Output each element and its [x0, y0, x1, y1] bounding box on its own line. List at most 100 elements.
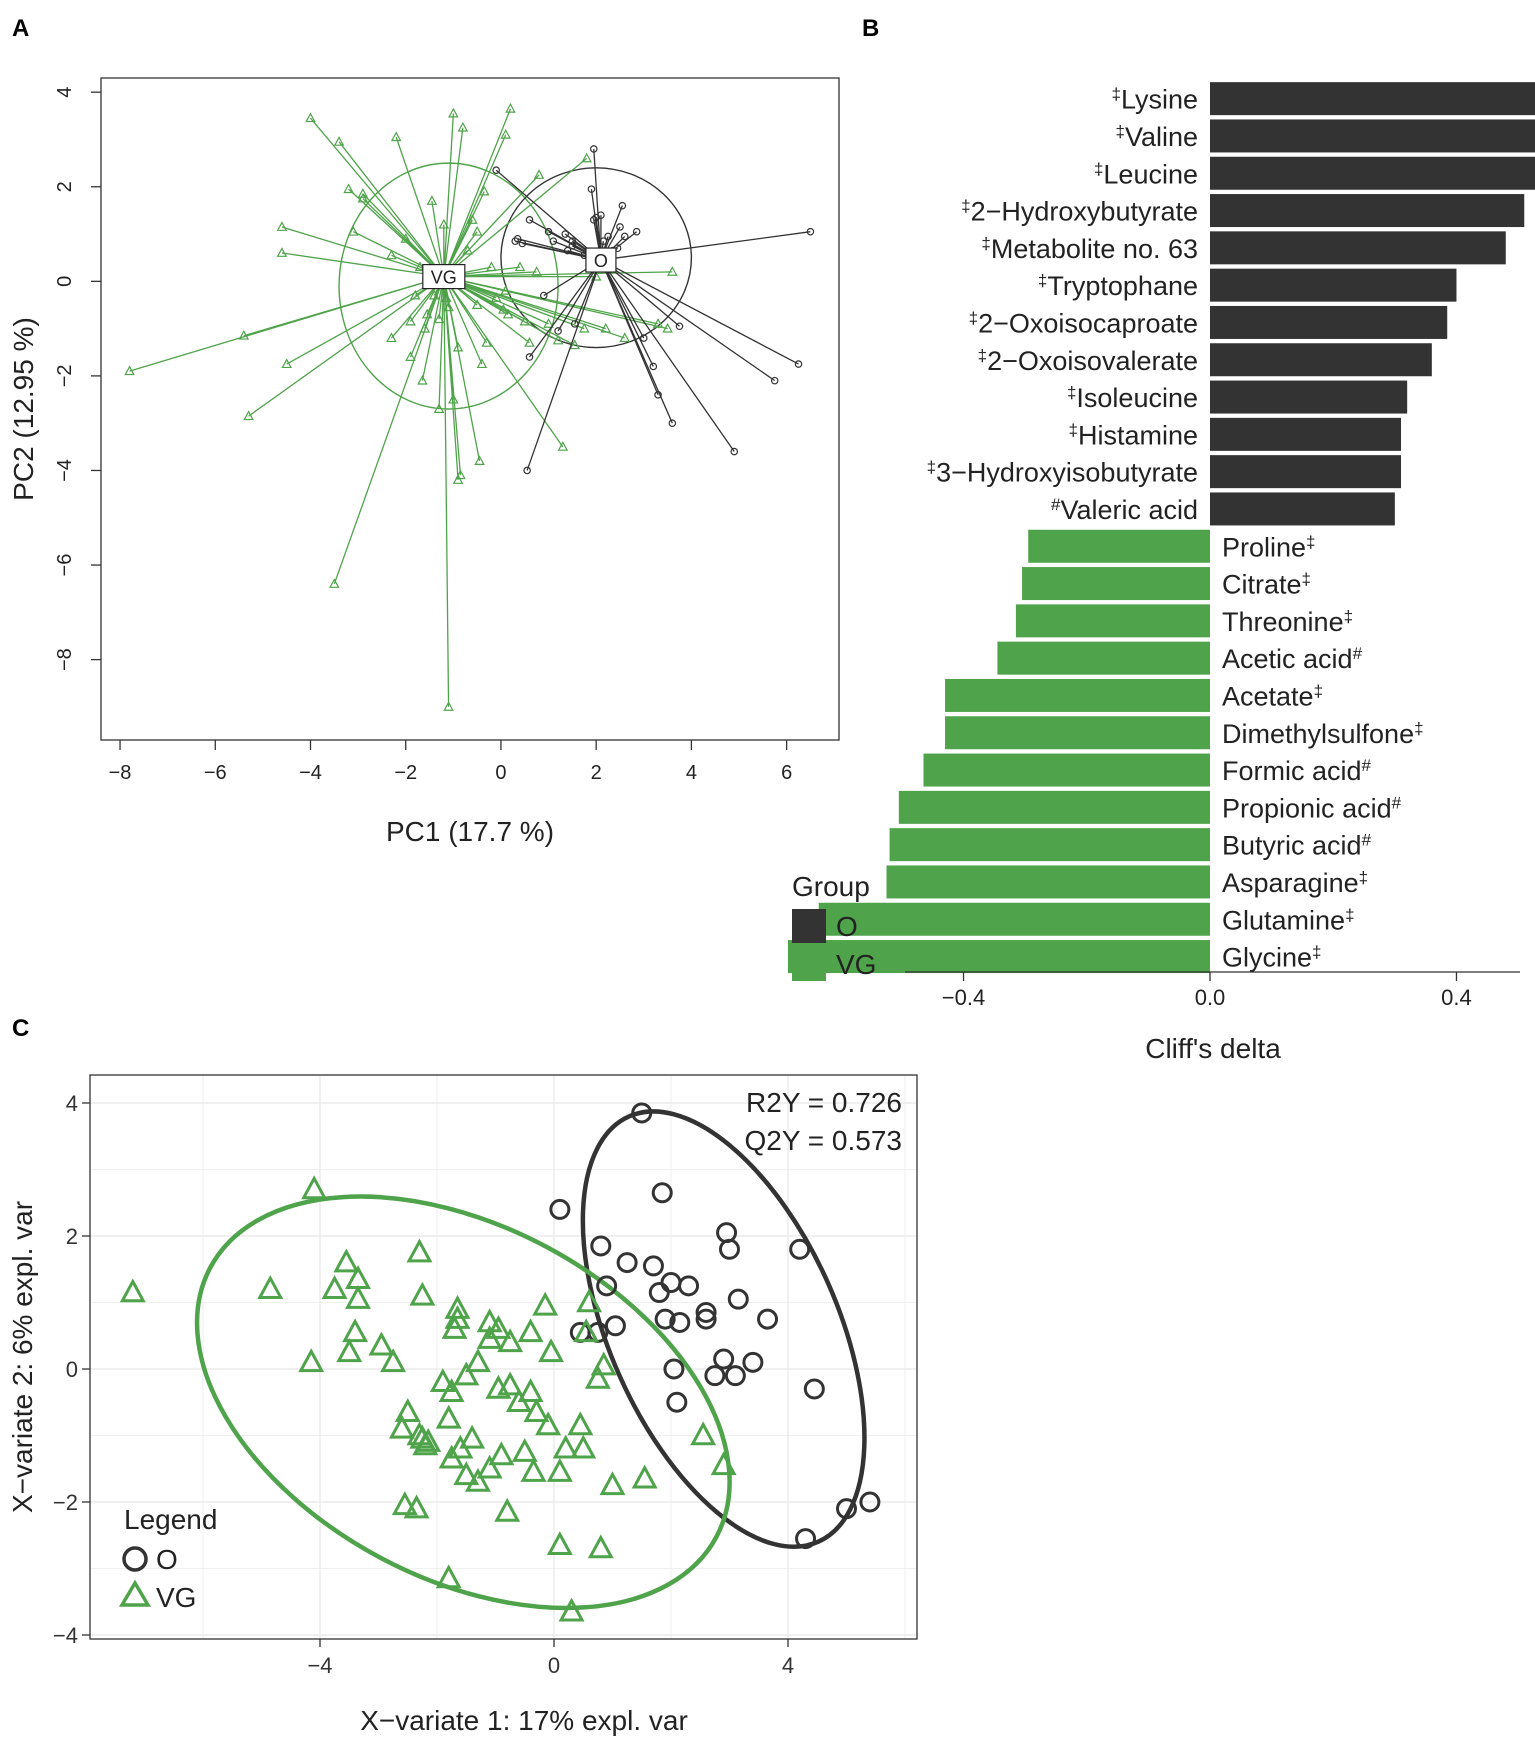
- data-point-o: [654, 1308, 676, 1330]
- significance-mark: ‡: [1068, 420, 1077, 439]
- data-point-vg: [119, 1278, 146, 1303]
- data-point-vg: [471, 225, 483, 236]
- data-point-vg: [488, 1441, 515, 1466]
- data-point-o: [525, 216, 534, 224]
- centroid-box: [585, 247, 617, 273]
- data-point-vg: [505, 1388, 532, 1412]
- data-point-vg: [497, 1328, 524, 1353]
- x-tick-label: −0.4: [942, 985, 985, 1010]
- significance-mark: ‡: [961, 197, 970, 216]
- data-point-vg: [443, 701, 454, 711]
- bar-label: Glutamine‡: [1222, 905, 1355, 935]
- data-point-vg: [409, 289, 421, 300]
- data-point-vg: [386, 249, 397, 260]
- data-point-vg: [438, 1378, 465, 1403]
- spoke-line: [443, 108, 512, 277]
- spoke-line: [443, 113, 454, 277]
- y-tick-label: 4: [54, 87, 76, 98]
- data-point-vg: [406, 1238, 433, 1263]
- data-point-vg: [667, 266, 678, 276]
- data-point-o: [544, 227, 553, 236]
- spoke-line: [600, 259, 799, 365]
- data-point-o: [525, 353, 534, 361]
- data-point-vg: [403, 1494, 430, 1519]
- data-point-o: [618, 201, 627, 210]
- data-point-vg: [409, 1281, 436, 1306]
- data-point-o: [770, 376, 779, 385]
- x-tick-label: 0.0: [1195, 985, 1226, 1010]
- data-point-o: [604, 232, 612, 241]
- bar: [1015, 604, 1210, 638]
- y-tick-label: −2: [54, 364, 76, 387]
- bar: [898, 790, 1210, 824]
- data-points: [124, 102, 815, 711]
- q2y-annotation: Q2Y = 0.573: [745, 1125, 903, 1156]
- data-point-o: [716, 1222, 738, 1244]
- data-point-o: [669, 1311, 691, 1333]
- spoke-line: [338, 141, 445, 277]
- category-label: Formic acid: [1222, 756, 1362, 786]
- data-point-o: [631, 1102, 653, 1124]
- data-point-vg: [462, 244, 473, 255]
- spoke-line: [443, 276, 576, 346]
- category-label: Histamine: [1078, 420, 1198, 450]
- data-point-vg: [429, 1368, 456, 1393]
- spoke-line: [248, 276, 445, 417]
- significance-mark: ‡: [981, 234, 990, 253]
- data-point-vg: [391, 1491, 418, 1516]
- data-point-vg: [474, 455, 485, 465]
- data-point-o: [794, 360, 803, 368]
- data-point-o: [616, 223, 624, 231]
- significance-mark: ‡: [1115, 122, 1124, 141]
- data-point-vg: [435, 1404, 462, 1429]
- centroid-labels: VG O: [422, 247, 617, 290]
- data-point-o: [648, 1282, 670, 1304]
- data-point-vg: [276, 221, 288, 231]
- data-point-vg: [452, 474, 464, 484]
- bar: [1210, 455, 1402, 489]
- data-point-vg: [476, 1324, 503, 1349]
- bar: [1210, 231, 1506, 265]
- data-point-vg: [426, 195, 438, 205]
- axis-ticks: −0.4 0.0 0.4: [942, 972, 1472, 1010]
- data-point-vg: [433, 403, 445, 413]
- y-tick-label: 0: [54, 276, 76, 287]
- spoke-line: [281, 252, 444, 278]
- spoke-line: [431, 200, 445, 277]
- significance-mark: ‡: [1094, 159, 1103, 178]
- x-axis-label: PC1 (17.7 %): [386, 816, 554, 847]
- data-point-o: [730, 447, 739, 456]
- data-point-o: [651, 1182, 673, 1204]
- significance-mark: ‡: [927, 458, 936, 477]
- data-point-o: [742, 1351, 764, 1373]
- data-point-vg: [523, 1398, 550, 1422]
- data-point-vg: [590, 1351, 617, 1376]
- spoke-line: [443, 127, 464, 277]
- category-label: Valine: [1125, 122, 1198, 152]
- bar: [1210, 343, 1432, 377]
- data-point-o: [789, 1238, 811, 1260]
- bar-label: Acetic acid#: [1222, 644, 1363, 674]
- legend-label-o: O: [836, 911, 858, 942]
- data-point-vg: [386, 332, 397, 343]
- data-point-vg: [517, 1378, 544, 1403]
- y-tick-label: −4: [54, 459, 76, 482]
- data-point-o: [727, 1288, 749, 1310]
- data-point-o: [806, 227, 815, 236]
- bar-label: Butyric acid#: [1222, 831, 1372, 861]
- data-point-o: [675, 322, 684, 331]
- data-point-vg: [298, 1348, 325, 1373]
- data-point-o: [616, 1252, 638, 1274]
- data-point-vg: [497, 1371, 524, 1396]
- spoke-line: [495, 169, 602, 261]
- data-point-vg: [342, 1318, 369, 1343]
- category-label: Leucine: [1103, 159, 1198, 189]
- data-point-vg: [433, 313, 445, 324]
- spoke-line: [443, 276, 564, 448]
- data-point-o: [563, 246, 572, 255]
- data-point-o: [568, 237, 577, 245]
- category-label: Glutamine: [1222, 905, 1345, 935]
- data-point-vg: [405, 315, 416, 326]
- data-point-vg: [405, 351, 416, 361]
